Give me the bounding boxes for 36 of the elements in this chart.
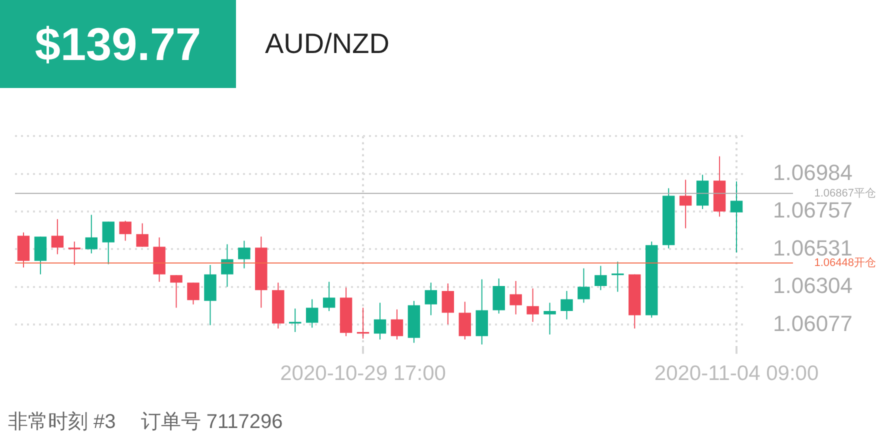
chart-title: AUD/NZD	[265, 28, 390, 60]
candlestick	[526, 288, 539, 322]
text: 非常时刻 #3	[8, 410, 116, 435]
candlestick	[374, 302, 386, 340]
y-tick-label: 1.06077	[773, 310, 853, 336]
x-tick-label: 2020-11-04 09:00	[654, 362, 819, 386]
candlestick	[119, 220, 132, 242]
candlestick	[306, 298, 318, 328]
candlestick	[187, 282, 200, 305]
candlestick	[390, 308, 404, 340]
candlestick	[170, 274, 182, 308]
y-tick-label: 1.06757	[773, 198, 853, 223]
candlestick	[221, 244, 234, 288]
candlestick	[238, 240, 250, 269]
x-tick-label: 2020-10-29 17:00	[280, 362, 446, 386]
candlestick	[544, 302, 556, 335]
y-tick-label: 1.06304	[773, 273, 853, 298]
ref-line-label: 1.06867平仓	[814, 187, 876, 200]
candlestick	[136, 222, 148, 248]
text: 订单号 7117296	[140, 410, 283, 435]
ref-line-label: 1.06448开仓	[814, 257, 876, 270]
candlestick	[322, 281, 336, 312]
y-tick-label: 1.06984	[773, 160, 853, 185]
candlestick	[578, 268, 590, 304]
candlestick	[594, 265, 607, 291]
candlestick	[612, 261, 624, 292]
candlestick	[51, 218, 64, 255]
candlestick	[510, 280, 522, 315]
candlestick	[458, 301, 471, 340]
candlestick	[679, 179, 692, 229]
candlestick	[442, 282, 454, 325]
candlestick	[85, 214, 98, 254]
chart-subtitle: $139.77	[0, 0, 236, 88]
candlestick	[102, 221, 114, 265]
candlestick	[560, 290, 573, 320]
candlestick	[424, 282, 438, 316]
